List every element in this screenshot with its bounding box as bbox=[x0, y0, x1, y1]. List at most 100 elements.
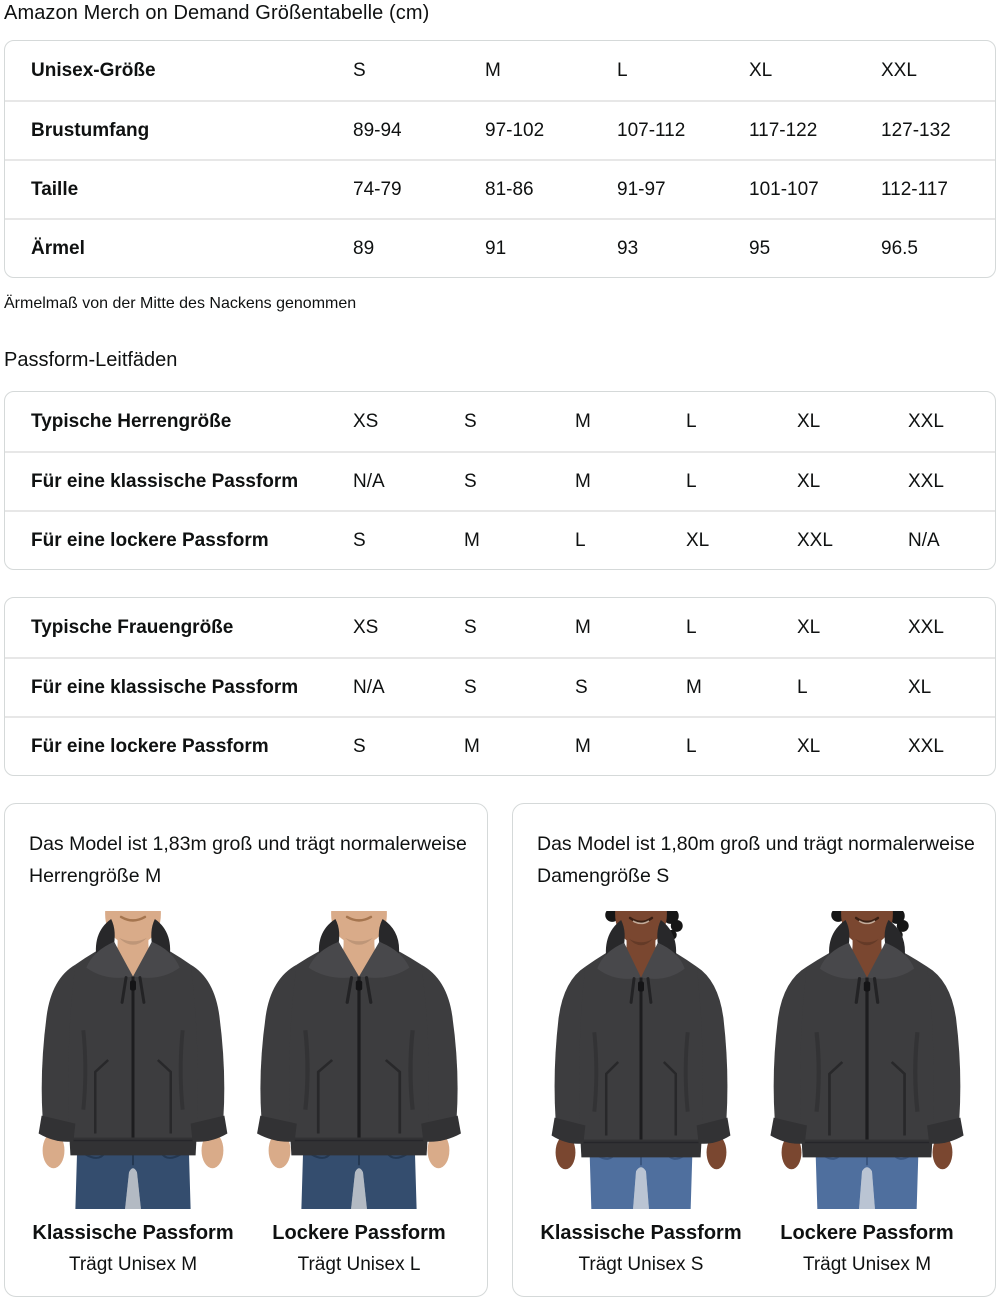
model-figure-classic-fit: Klassische Passform Trägt Unisex M bbox=[23, 911, 243, 1276]
size-value: 91 bbox=[485, 237, 507, 259]
fit-label: Lockere Passform bbox=[780, 1222, 954, 1244]
size-value: S bbox=[353, 59, 366, 81]
page-title: Amazon Merch on Demand Größentabelle (cm… bbox=[4, 2, 430, 24]
size-value: M bbox=[464, 735, 480, 757]
model-description: Das Model ist 1,83m groß und trägt norma… bbox=[29, 833, 467, 887]
model-photo bbox=[757, 911, 977, 1209]
mens-fit-table: Typische Herrengröße XS S M L XL XXL Für… bbox=[4, 391, 996, 570]
table-row: Typische Herrengröße XS S M L XL XXL bbox=[5, 392, 995, 451]
size-value: M bbox=[575, 410, 591, 432]
size-value: L bbox=[686, 735, 697, 757]
fit-label: Klassische Passform bbox=[32, 1222, 234, 1244]
table-row: Für eine lockere Passform S M M L XL XXL bbox=[5, 716, 995, 775]
size-value: L bbox=[686, 616, 697, 638]
model-photo bbox=[249, 911, 469, 1209]
size-value: S bbox=[353, 529, 366, 551]
row-label: Unisex-Größe bbox=[31, 59, 156, 81]
size-value: 112-117 bbox=[881, 178, 948, 200]
womens-fit-table: Typische Frauengröße XS S M L XL XXL Für… bbox=[4, 597, 996, 776]
size-value: M bbox=[686, 676, 702, 698]
size-value: S bbox=[353, 735, 366, 757]
table-row: Für eine lockere Passform S M L XL XXL N… bbox=[5, 510, 995, 569]
model-figures: Klassische Passform Trägt Unisex S bbox=[531, 911, 977, 1276]
row-label: Für eine lockere Passform bbox=[31, 529, 269, 551]
model-description: Das Model ist 1,80m groß und trägt norma… bbox=[537, 833, 975, 887]
size-value: XL bbox=[797, 410, 821, 432]
size-value: XXL bbox=[881, 59, 917, 81]
model-card-women: Das Model ist 1,80m groß und trägt norma… bbox=[512, 803, 996, 1297]
size-value: 127-132 bbox=[881, 119, 951, 141]
female-model-illustration bbox=[551, 911, 731, 1209]
size-value: L bbox=[686, 410, 697, 432]
size-value: M bbox=[464, 529, 480, 551]
size-value: XXL bbox=[908, 410, 944, 432]
row-label: Ärmel bbox=[31, 237, 85, 259]
table-row: Taille 74-79 81-86 91-97 101-107 112-117 bbox=[5, 159, 995, 218]
size-value: L bbox=[617, 59, 628, 81]
table-row: Typische Frauengröße XS S M L XL XXL bbox=[5, 598, 995, 657]
figure-caption: Klassische Passform Trägt Unisex M bbox=[23, 1222, 243, 1276]
table-row: Für eine klassische Passform N/A S M L X… bbox=[5, 451, 995, 510]
size-value: L bbox=[575, 529, 586, 551]
model-cards: Das Model ist 1,83m groß und trägt norma… bbox=[4, 803, 996, 1297]
size-value: M bbox=[575, 616, 591, 638]
size-value: M bbox=[575, 470, 591, 492]
size-worn-label: Trägt Unisex L bbox=[297, 1254, 421, 1275]
size-value: S bbox=[464, 676, 477, 698]
size-value: XXL bbox=[908, 616, 944, 638]
row-label: Für eine klassische Passform bbox=[31, 470, 299, 492]
row-label: Brustumfang bbox=[31, 119, 150, 141]
size-value: XL bbox=[749, 59, 773, 81]
size-value: 117-122 bbox=[749, 119, 818, 141]
size-value: S bbox=[464, 616, 477, 638]
size-value: 97-102 bbox=[485, 119, 545, 141]
row-label: Typische Frauengröße bbox=[31, 616, 234, 638]
sleeve-measure-note: Ärmelmaß von der Mitte des Nackens genom… bbox=[4, 295, 357, 312]
male-model-illustration bbox=[38, 911, 228, 1209]
row-label: Typische Herrengröße bbox=[31, 410, 232, 432]
size-value: N/A bbox=[908, 529, 940, 551]
figure-caption: Lockere Passform Trägt Unisex L bbox=[249, 1222, 469, 1276]
size-value: M bbox=[485, 59, 501, 81]
size-worn-label: Trägt Unisex M bbox=[68, 1254, 198, 1275]
table-row: Unisex-Größe S M L XL XXL bbox=[5, 41, 995, 100]
fit-guides-heading: Passform-Leitfäden bbox=[4, 349, 178, 371]
size-value: 96.5 bbox=[881, 237, 918, 259]
row-label: Für eine lockere Passform bbox=[31, 735, 269, 757]
size-value: XS bbox=[353, 410, 379, 432]
size-worn-label: Trägt Unisex M bbox=[802, 1254, 932, 1275]
size-value: S bbox=[464, 410, 477, 432]
figure-caption: Klassische Passform Trägt Unisex S bbox=[531, 1222, 751, 1276]
fit-label: Lockere Passform bbox=[272, 1222, 446, 1244]
size-value: XL bbox=[797, 735, 821, 757]
size-value: S bbox=[575, 676, 588, 698]
size-value: S bbox=[464, 470, 477, 492]
model-card-men: Das Model ist 1,83m groß und trägt norma… bbox=[4, 803, 488, 1297]
female-model-illustration bbox=[770, 911, 964, 1209]
size-value: XL bbox=[686, 529, 710, 551]
model-figure-loose-fit: Lockere Passform Trägt Unisex L bbox=[249, 911, 469, 1276]
row-label: Taille bbox=[31, 178, 79, 200]
size-value: XS bbox=[353, 616, 379, 638]
table-row: Ärmel 89 91 93 95 96.5 bbox=[5, 218, 995, 277]
size-value: N/A bbox=[353, 470, 385, 492]
size-value: XL bbox=[908, 676, 932, 698]
size-value: 93 bbox=[617, 237, 639, 259]
size-value: XXL bbox=[908, 470, 944, 492]
size-value: 107-112 bbox=[617, 119, 686, 141]
size-worn-label: Trägt Unisex S bbox=[578, 1254, 704, 1275]
size-value: 89-94 bbox=[353, 119, 402, 141]
figure-caption: Lockere Passform Trägt Unisex M bbox=[757, 1222, 977, 1276]
size-value: 89 bbox=[353, 237, 375, 259]
size-value: L bbox=[686, 470, 697, 492]
model-photo bbox=[23, 911, 243, 1209]
model-figures: Klassische Passform Trägt Unisex M bbox=[23, 911, 469, 1276]
size-value: N/A bbox=[353, 676, 385, 698]
size-value: XL bbox=[797, 470, 821, 492]
size-value: L bbox=[797, 676, 808, 698]
size-value: 95 bbox=[749, 237, 771, 259]
size-value: 74-79 bbox=[353, 178, 402, 200]
table-row: Für eine klassische Passform N/A S S M L… bbox=[5, 657, 995, 716]
size-value: 81-86 bbox=[485, 178, 534, 200]
